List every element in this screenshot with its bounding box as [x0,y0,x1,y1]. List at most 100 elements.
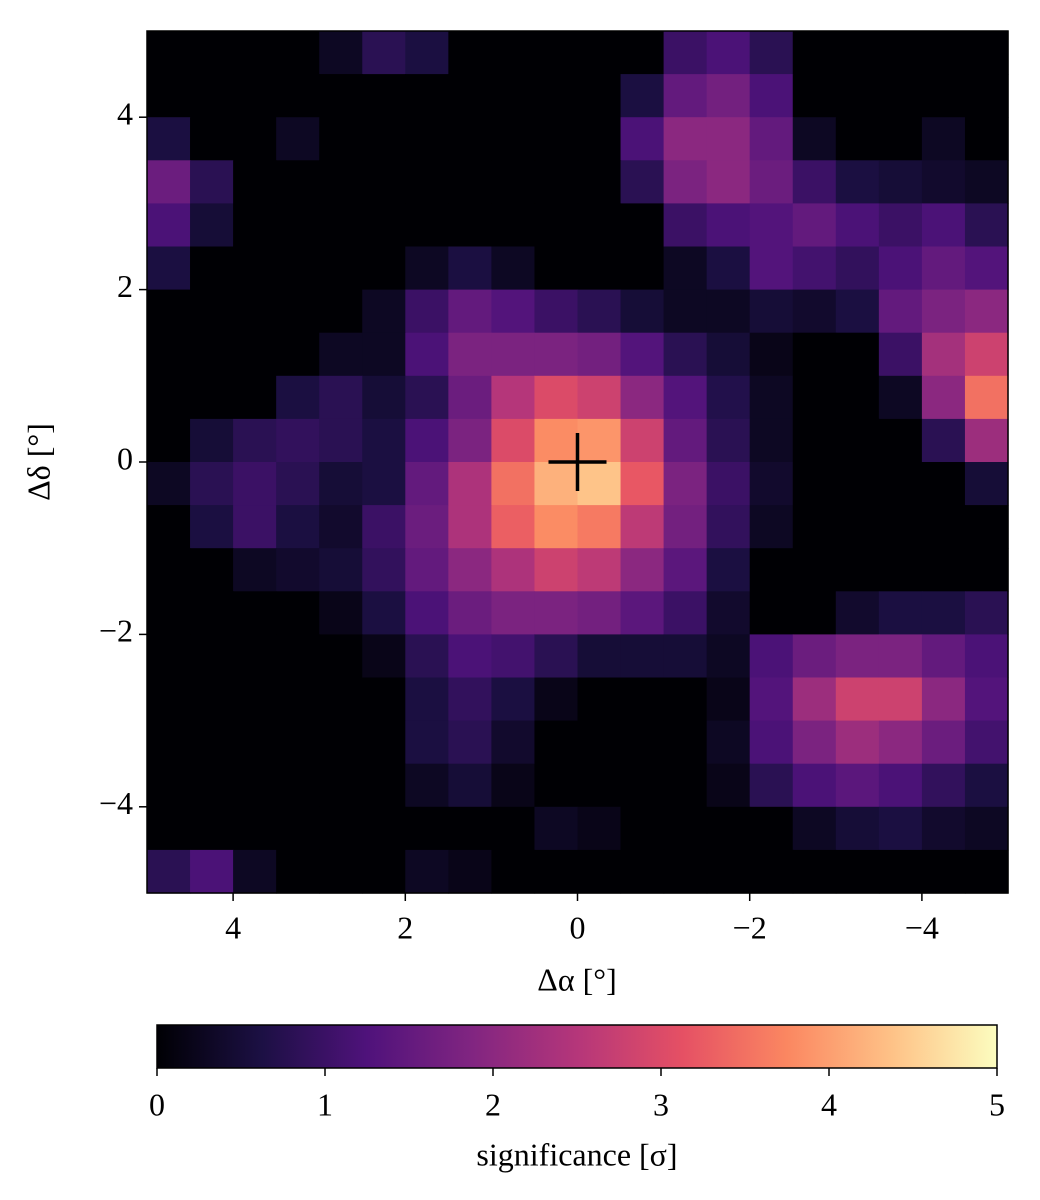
heatmap-cell [835,634,880,679]
heatmap-cell [534,418,579,463]
heatmap-cell [233,763,277,808]
heatmap-cell [663,203,708,248]
heatmap-cell [362,117,406,161]
heatmap-cell [276,462,320,506]
heatmap-cell [663,418,708,463]
heatmap-cell [835,591,880,635]
heatmap-cell [663,74,708,118]
heatmap-cell [663,849,708,894]
heatmap-cell [835,418,880,463]
heatmap-cell [147,591,191,635]
heatmap-cell [405,720,449,765]
heatmap-cell [577,74,622,118]
heatmap-cell [878,591,923,635]
heatmap-cell [233,375,277,420]
heatmap-cell [835,720,880,765]
heatmap-cell [577,591,622,635]
heatmap-cell [878,418,923,463]
heatmap-cell [362,763,406,808]
heatmap-cell [448,246,492,291]
heatmap-cell [749,160,794,204]
heatmap-cell [706,806,751,851]
heatmap-cell [233,720,277,765]
heatmap-cell [491,246,536,291]
heatmap-cell [233,289,277,334]
heatmap-cell [706,375,751,420]
heatmap-cell [491,505,536,549]
heatmap-cell [663,548,708,592]
heatmap-cell [147,806,191,851]
heatmap-cell [405,117,449,161]
x-tick-label: 4 [225,909,241,945]
heatmap-cell [921,591,966,635]
heatmap-cell [448,117,492,161]
heatmap-cell [190,677,234,722]
heatmap-cell [448,375,492,420]
x-tick-label: −2 [733,909,767,945]
heatmap-cell [663,806,708,851]
heatmap-cell [319,548,363,592]
heatmap-cell [964,591,1009,635]
heatmap-cell [276,31,320,75]
heatmap-cell [620,634,665,679]
y-tick-label: 0 [117,440,133,476]
heatmap-cell [792,74,837,118]
heatmap-cell [190,160,234,204]
heatmap-cell [577,289,622,334]
heatmap-cell [835,246,880,291]
heatmap-cell [405,462,449,506]
heatmap-cell [405,548,449,592]
heatmap-cell [448,203,492,248]
heatmap-cell [233,203,277,248]
heatmap-cell [663,375,708,420]
heatmap-cell [792,505,837,549]
heatmap-cell [921,74,966,118]
heatmap-cell [147,634,191,679]
heatmap-cell [792,462,837,506]
heatmap-cell [620,720,665,765]
heatmap-cell [706,332,751,377]
heatmap-cell [663,505,708,549]
heatmap-cell [964,634,1009,679]
heatmap-cell [319,634,363,679]
heatmap-cell [663,634,708,679]
heatmap-cell [964,462,1009,506]
heatmap-cell [405,246,449,291]
heatmap-cell [577,418,622,463]
heatmap-cell [706,246,751,291]
heatmap-cell [362,74,406,118]
heatmap-cell [921,806,966,851]
heatmap-cell [620,31,665,75]
heatmap-cell [577,160,622,204]
heatmap-cell [190,591,234,635]
heatmap-cell [534,160,579,204]
heatmap-cell [276,74,320,118]
heatmap-cell [792,763,837,808]
heatmap-cell [835,117,880,161]
heatmap-cell [835,160,880,204]
heatmap-cell [792,634,837,679]
heatmap-cell [878,763,923,808]
heatmap-cell [405,418,449,463]
heatmap-cell [663,289,708,334]
heatmap-cell [491,418,536,463]
heatmap-cell [319,203,363,248]
heatmap-cell [233,117,277,161]
heatmap-cell [835,505,880,549]
heatmap-cell [620,806,665,851]
heatmap-cell [147,462,191,506]
heatmap-cell [362,246,406,291]
heatmap-cell [878,849,923,894]
heatmap-cell [749,849,794,894]
heatmap-cell [964,117,1009,161]
heatmap-cell [276,117,320,161]
heatmap-cell [792,418,837,463]
heatmap-cell [792,591,837,635]
x-tick-label: 0 [570,909,586,945]
heatmap-cell [878,160,923,204]
heatmap-cell [190,74,234,118]
heatmap-cell [319,591,363,635]
heatmap-cell [405,634,449,679]
heatmap-cell [405,849,449,894]
heatmap-cell [964,505,1009,549]
